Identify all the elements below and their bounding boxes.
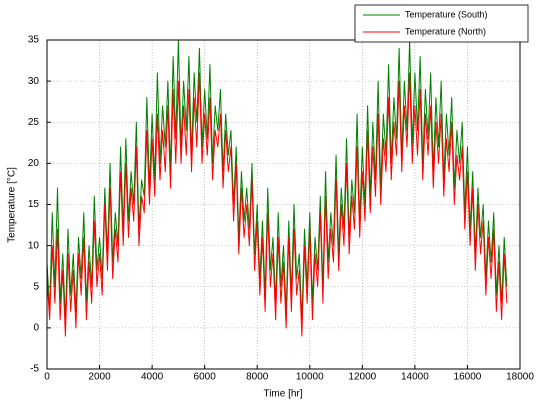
- y-tick-label: 5: [33, 281, 39, 292]
- x-tick-label: 6000: [194, 372, 217, 383]
- data-line: [46, 72, 508, 337]
- x-tick-label: 14000: [401, 372, 429, 383]
- y-tick-label: 25: [28, 117, 40, 128]
- y-axis-label: Temperature [°C]: [7, 167, 18, 243]
- data-line: [46, 39, 508, 321]
- legend-label: Temperature (South): [405, 9, 488, 19]
- x-tick-label: 10000: [296, 372, 324, 383]
- y-tick-label: 10: [28, 240, 40, 251]
- y-tick-label: -5: [30, 364, 39, 375]
- y-tick-label: 20: [28, 158, 40, 169]
- x-axis-label: Time [hr]: [263, 389, 302, 400]
- x-tick-label: 16000: [454, 372, 482, 383]
- x-tick-label: 18000: [506, 372, 534, 383]
- y-tick-label: 15: [28, 199, 40, 210]
- y-tick-label: 35: [28, 35, 40, 46]
- y-tick-label: 0: [33, 323, 39, 334]
- x-tick-label: 8000: [246, 372, 269, 383]
- legend-box: [354, 4, 529, 43]
- x-tick-label: 2000: [88, 372, 111, 383]
- x-tick-label: 0: [44, 372, 50, 383]
- legend-label: Temperature (North): [405, 26, 486, 36]
- y-tick-label: 30: [28, 76, 40, 87]
- x-tick-label: 4000: [141, 372, 164, 383]
- axes-box: [46, 39, 521, 370]
- x-tick-label: 12000: [348, 372, 376, 383]
